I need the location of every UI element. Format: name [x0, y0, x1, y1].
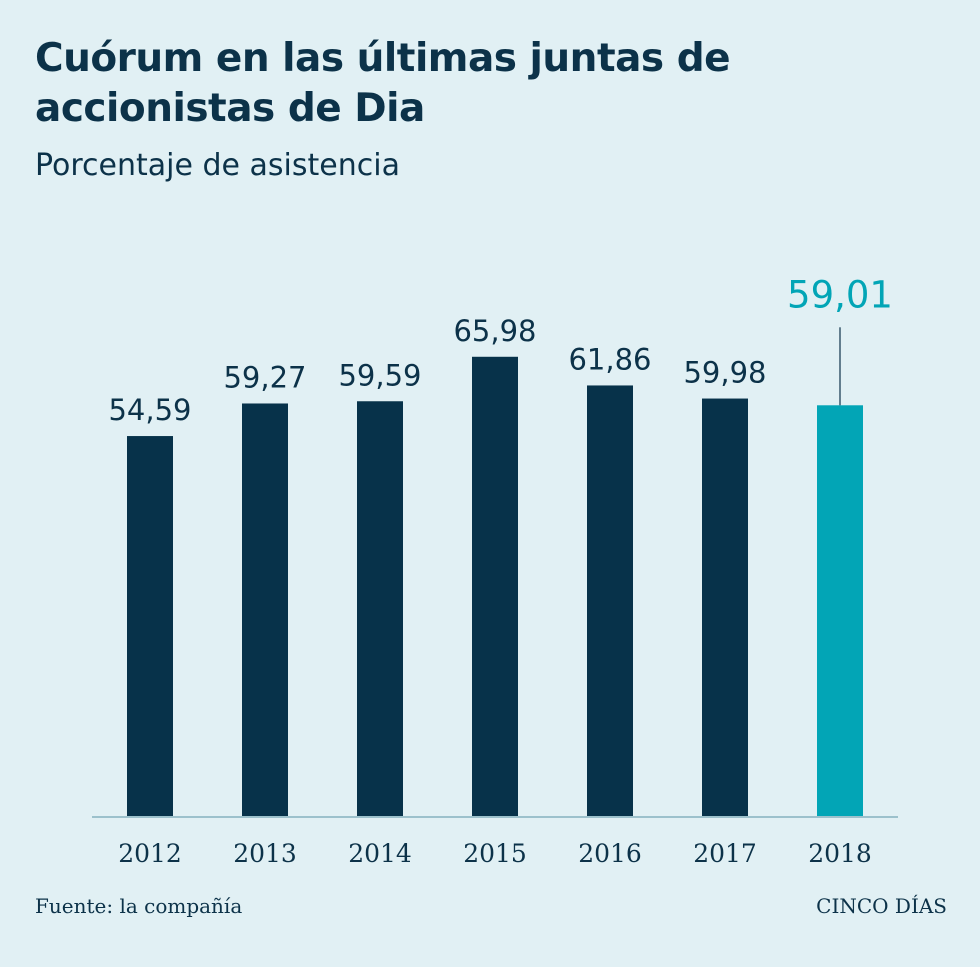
x-tick-label-2015: 2015	[463, 839, 527, 868]
x-tick-label-2018: 2018	[808, 839, 872, 868]
bar-2015	[472, 356, 518, 816]
bar-2017	[702, 398, 748, 816]
chart-title: Cuórum en las últimas juntas de accionis…	[35, 36, 731, 131]
x-tick-label-2017: 2017	[693, 839, 757, 868]
x-tick-label-2013: 2013	[233, 839, 297, 868]
value-label-2014: 59,59	[338, 358, 421, 392]
value-label-2016: 61,86	[568, 342, 651, 376]
value-label-2017: 59,98	[683, 356, 766, 390]
source-note: Fuente: la compañía	[35, 894, 243, 918]
publisher-brand: CINCO DÍAS	[816, 894, 947, 918]
value-label-2012: 54,59	[108, 393, 191, 427]
bar-2016	[587, 385, 633, 816]
x-tick-label-2014: 2014	[348, 839, 412, 868]
value-label-2018: 59,01	[787, 273, 893, 316]
bar-2014	[357, 401, 403, 816]
bar-2013	[242, 403, 288, 816]
bar-2012	[127, 436, 173, 816]
x-tick-label-2012: 2012	[118, 839, 182, 868]
value-label-2013: 59,27	[223, 360, 306, 394]
bar-2018	[817, 405, 863, 816]
value-label-2015: 65,98	[453, 314, 536, 348]
x-tick-label-2016: 2016	[578, 839, 642, 868]
chart-subtitle: Porcentaje de asistencia	[35, 148, 400, 183]
